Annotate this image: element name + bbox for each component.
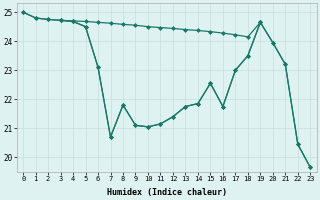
X-axis label: Humidex (Indice chaleur): Humidex (Indice chaleur) bbox=[107, 188, 227, 197]
